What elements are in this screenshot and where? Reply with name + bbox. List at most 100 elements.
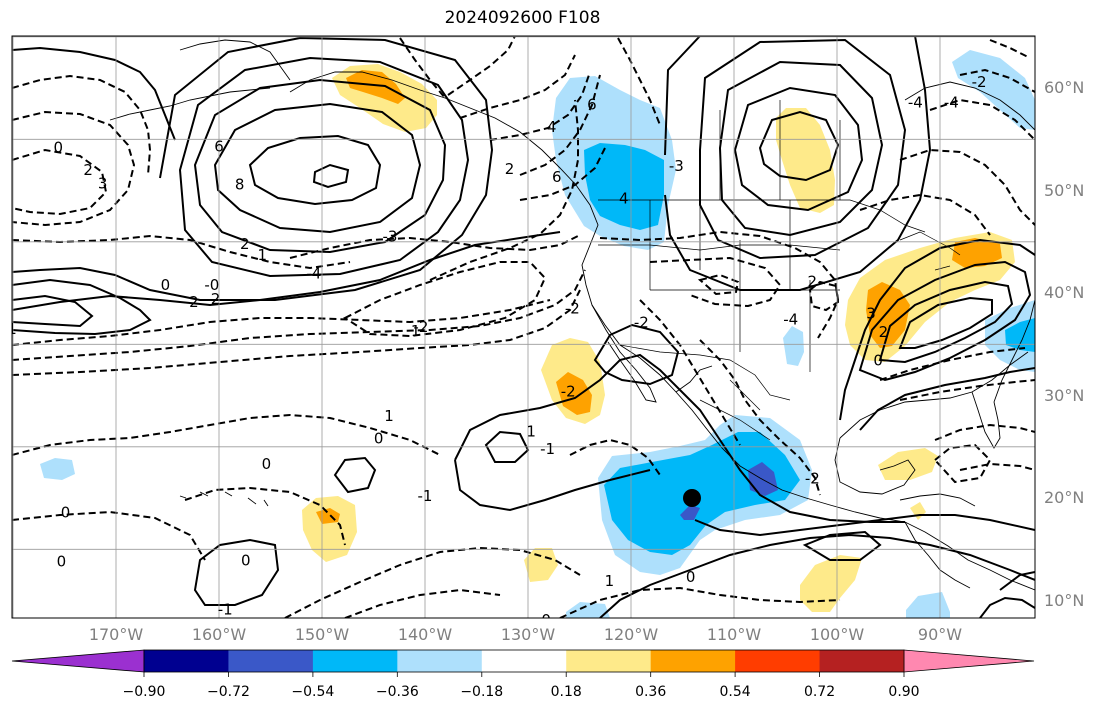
contour-0-pacific-mid xyxy=(454,459,651,512)
florida xyxy=(971,391,1001,449)
longitude-label: 100°W xyxy=(809,625,865,644)
colorbar-frame xyxy=(143,649,905,673)
colorbar-tick-label: 0.36 xyxy=(635,684,667,700)
contour-1-south-east xyxy=(694,514,1035,537)
contour-labels: -10-3-2-3-2102368210-0-2-2-4-3-1100000-1… xyxy=(7,73,987,629)
contour-label: 1 xyxy=(605,572,615,590)
contour-1-pacific-high xyxy=(12,36,494,301)
contour-label: 0 xyxy=(57,553,67,571)
colorbar-max-extension xyxy=(903,649,1035,673)
positive-anomaly-canada xyxy=(776,108,835,213)
contour-label: 3 xyxy=(98,174,108,192)
colorbar-min-extension xyxy=(11,649,145,673)
longitude-label: 120°W xyxy=(603,625,659,644)
contour-1-southeast-loop xyxy=(979,596,1035,618)
colorbar-tick-label: −0.36 xyxy=(375,684,419,700)
contour-neg-east-trough-1 xyxy=(859,193,991,236)
latitude-label: 60°N xyxy=(1044,78,1085,97)
negative-anomaly-far-west xyxy=(40,458,75,480)
negative-contours xyxy=(12,36,1035,618)
latitude-label: 50°N xyxy=(1044,180,1085,200)
contour-neg2-northwest xyxy=(12,110,136,227)
contour-label: 1 xyxy=(7,320,17,338)
strong-positive-anomaly-baja xyxy=(556,372,592,415)
contour-neg3-pacific-trough xyxy=(12,289,581,376)
contour-label: 0 xyxy=(686,568,696,586)
contour-neg-plains-3 xyxy=(639,299,741,446)
contour-label: 0 xyxy=(161,276,171,294)
contour-label: -0 xyxy=(536,611,551,629)
mexico-states xyxy=(699,379,771,441)
colorbar-swatch xyxy=(397,650,483,672)
hawaii-islands xyxy=(179,491,269,507)
contour-0-southwest xyxy=(193,538,280,606)
aleutian-islands xyxy=(109,87,271,121)
contour-neg1-south-pacific xyxy=(284,546,581,618)
storm-center-marker xyxy=(683,489,701,507)
anomaly-shading xyxy=(40,50,1035,618)
contour-0-pacific xyxy=(12,231,561,311)
contour-label: -3 xyxy=(669,157,684,175)
contour-label: -2 xyxy=(972,73,987,91)
alaska-coast xyxy=(179,39,291,81)
contour-neg-rockies-1 xyxy=(599,230,840,339)
contour-label: -1 xyxy=(218,601,233,619)
latitude-label: 30°N xyxy=(1044,385,1085,405)
meridians xyxy=(12,36,941,618)
great-lakes xyxy=(899,231,961,271)
contour-neg-gulf-alaska-1 xyxy=(459,54,576,119)
contour-0-south xyxy=(599,533,1035,618)
positive-anomaly-cuba xyxy=(910,502,926,520)
contour-neg-north-1 xyxy=(399,37,446,99)
colorbar-swatch xyxy=(228,650,314,672)
contour-label: 6 xyxy=(587,95,597,113)
contour-label: 4 xyxy=(619,190,629,208)
contour-label: -2 xyxy=(184,293,199,311)
contour-2-pacific-high xyxy=(178,56,470,278)
contour-1-central-america xyxy=(802,530,882,561)
strong-negative-anomaly-pacific-northwest xyxy=(584,143,664,230)
contour-label: 0 xyxy=(241,552,251,570)
map-frame xyxy=(11,35,1036,619)
stronger-negative-anomaly-mexico-coast xyxy=(748,462,778,496)
contour-label: 2 xyxy=(83,161,93,179)
contour-label: 0 xyxy=(873,352,883,370)
longitude-label: 90°W xyxy=(917,625,963,644)
contour-label: -4 xyxy=(783,311,798,329)
contour-neg1-pacific-upper xyxy=(429,99,579,281)
contour-neg-gulf-alaska-2 xyxy=(447,36,516,96)
negative-anomaly-south-pacific xyxy=(566,602,610,618)
colorbar-tick-label: 0.18 xyxy=(550,684,582,700)
contour-4-pacific-high xyxy=(213,102,422,234)
colorbar-tick-label: −0.72 xyxy=(206,684,250,700)
contour-neg-equatorial xyxy=(559,586,841,618)
contour-label: 6 xyxy=(214,137,224,155)
positive-anomaly-gulf xyxy=(878,448,938,480)
contour-label: 2 xyxy=(240,235,250,253)
gulf-of-california xyxy=(675,365,713,393)
yucatan xyxy=(834,437,916,495)
parallels xyxy=(12,36,1035,550)
contour-3-canada-high xyxy=(718,60,884,237)
contour-label: -2 xyxy=(634,314,649,332)
contour-0-east xyxy=(839,238,1035,421)
contour-neg1-tropical-mid xyxy=(184,486,346,546)
longitude-label: 130°W xyxy=(500,625,556,644)
contour-neg-plains-1 xyxy=(808,280,840,312)
colorbar-tick-label: 0.72 xyxy=(803,684,836,700)
contour-label: 2 xyxy=(808,273,818,291)
central-america xyxy=(904,521,971,589)
positive-contours xyxy=(12,36,1035,618)
colorbar-tick-label: −0.90 xyxy=(122,684,166,700)
negative-anomaly-texas xyxy=(783,326,804,366)
contour-neg-east-trough-3 xyxy=(929,98,1035,141)
stronger-negative-anomaly-small xyxy=(680,505,700,520)
contour-1-west-low xyxy=(12,278,152,336)
contour-1-northeast-high xyxy=(858,260,1032,382)
contour-0-small-loop xyxy=(333,456,377,494)
contour-neg2-west-band xyxy=(12,234,351,270)
contour-neg3-pacific-upper xyxy=(289,234,581,259)
strong-negative-anomaly-tropical-pacific xyxy=(604,432,800,555)
colorbar-tick-label: 0.54 xyxy=(719,684,751,700)
